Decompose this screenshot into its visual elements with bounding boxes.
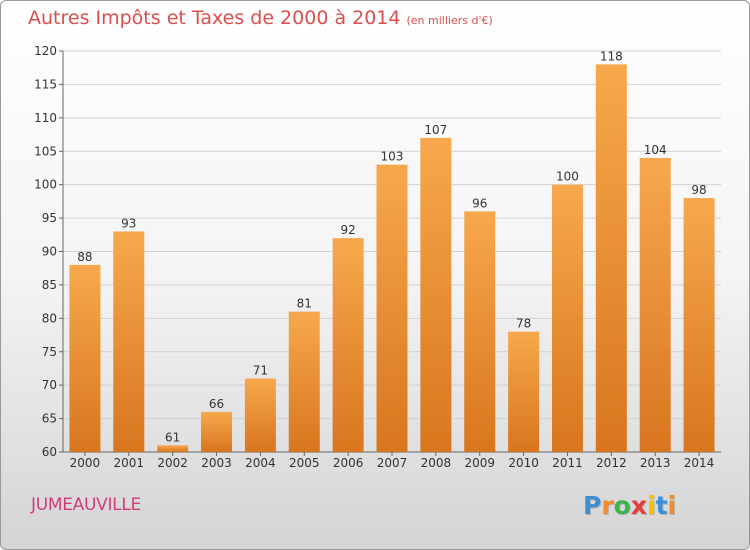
y-tick-label: 70: [42, 378, 57, 392]
value-label: 98: [691, 183, 706, 197]
y-tick-label: 95: [42, 211, 57, 225]
logo-letter: i: [647, 491, 656, 520]
y-tick-label: 105: [34, 144, 57, 158]
y-tick-label: 90: [42, 245, 57, 259]
x-tick-label: 2013: [640, 456, 671, 470]
value-label: 107: [424, 123, 447, 137]
value-label: 103: [381, 150, 404, 164]
y-tick-label: 120: [34, 44, 57, 58]
bars: [69, 64, 715, 452]
bar: [595, 64, 627, 452]
chart-title: Autres Impôts et Taxes de 2000 à 2014 (en…: [28, 7, 493, 29]
y-tick-label: 75: [42, 345, 57, 359]
value-label: 78: [516, 317, 531, 331]
logo-letter: P: [583, 491, 602, 520]
x-tick-label: 2011: [552, 456, 583, 470]
y-tick-label: 80: [42, 311, 57, 325]
x-tick-label: 2000: [70, 456, 101, 470]
chart-title-text: Autres Impôts et Taxes de 2000 à 2014: [28, 7, 401, 29]
logo-letter: r: [601, 491, 614, 520]
x-tick-label: 2009: [464, 456, 495, 470]
x-tick-label: 2007: [377, 456, 408, 470]
chart-title-unit: (en milliers d'€): [406, 14, 493, 27]
y-tick-label: 110: [34, 111, 57, 125]
bar: [551, 184, 583, 452]
x-tick-label: 2014: [684, 456, 715, 470]
bar: [332, 238, 364, 452]
x-tick-label: 2010: [508, 456, 539, 470]
bar: [69, 264, 101, 452]
bar: [683, 198, 715, 452]
x-tick-label: 2003: [201, 456, 232, 470]
logo-letter: o: [613, 491, 631, 520]
place-name: JUMEAUVILLE: [31, 495, 141, 515]
bar: [244, 378, 276, 452]
bar: [157, 445, 189, 452]
value-label: 104: [644, 143, 667, 157]
value-label: 118: [600, 49, 623, 63]
bar: [508, 331, 540, 452]
y-tick-label: 60: [42, 445, 57, 459]
y-tick-label: 100: [34, 178, 57, 192]
bar: [639, 157, 671, 452]
x-tick-label: 2002: [157, 456, 188, 470]
logo-letter: x: [630, 491, 647, 520]
value-label: 71: [253, 363, 268, 377]
proxiti-logo[interactable]: Proxiti: [583, 491, 676, 520]
x-tick-label: 2001: [114, 456, 145, 470]
bar: [113, 231, 145, 452]
y-tick-label: 85: [42, 278, 57, 292]
x-tick-label: 2004: [245, 456, 276, 470]
value-label: 100: [556, 170, 579, 184]
value-label: 61: [165, 430, 180, 444]
value-label: 88: [77, 250, 92, 264]
value-label: 96: [472, 196, 487, 210]
bar: [420, 137, 452, 452]
x-tick-label: 2006: [333, 456, 364, 470]
value-label: 92: [340, 223, 355, 237]
bar: [288, 311, 320, 452]
x-tick-label: 2005: [289, 456, 320, 470]
bar: [464, 211, 496, 452]
value-label: 93: [121, 216, 136, 230]
logo-letter: i: [667, 491, 677, 520]
value-label: 66: [209, 397, 224, 411]
bar: [376, 164, 408, 452]
y-tick-label: 115: [34, 77, 57, 91]
logo-letter: t: [655, 491, 668, 520]
x-tick-label: 2012: [596, 456, 627, 470]
x-tick-label: 2008: [421, 456, 452, 470]
value-label: 81: [297, 297, 312, 311]
bar: [201, 411, 233, 452]
labels: 60 65 70 75 80 85 90 95 100 105 110 115 120 88 2000 93 2…: [34, 44, 714, 470]
y-tick-label: 65: [42, 412, 57, 426]
